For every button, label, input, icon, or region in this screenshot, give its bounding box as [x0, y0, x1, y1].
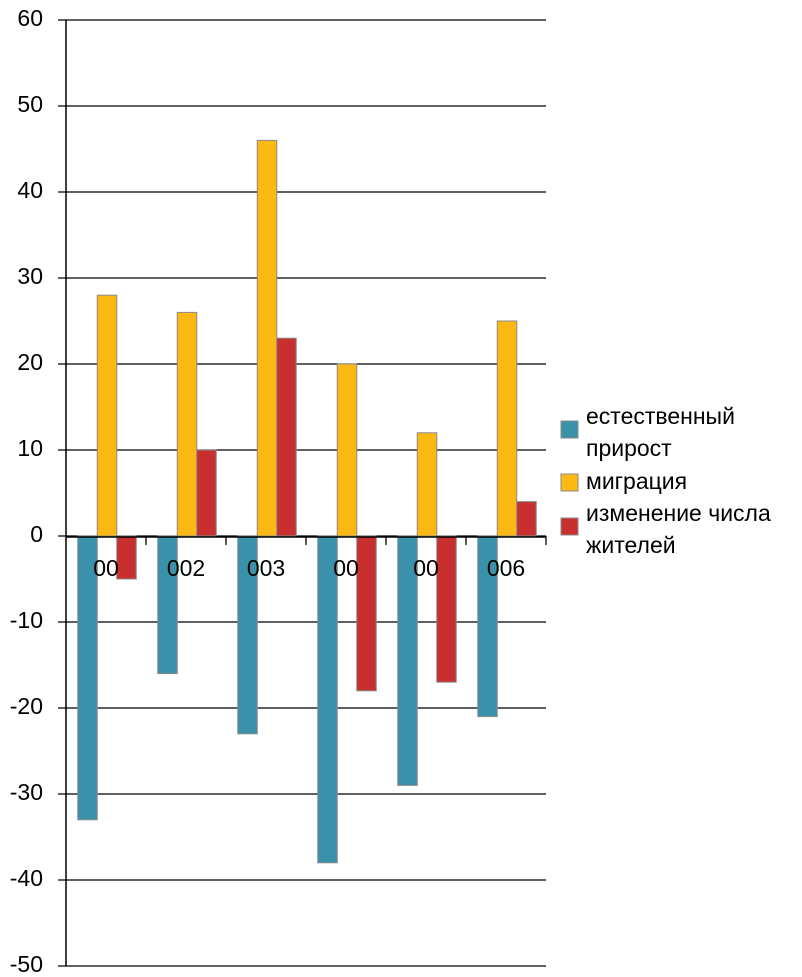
legend-label: изменение числа	[586, 500, 771, 526]
legend: естественный прирост миграция изменение чис…	[560, 403, 771, 558]
bar-3-4	[356, 535, 377, 692]
gridlines	[58, 19, 546, 967]
bar-3-2	[196, 449, 217, 537]
legend-label: естественный	[586, 403, 735, 429]
bars	[77, 139, 537, 864]
y-tick-label: 0	[30, 521, 43, 547]
y-tick-labels: 60 50 40 30 20 10 0 -10 -20 -30 -40 -50	[10, 5, 43, 977]
x-category-label: 00	[413, 555, 439, 581]
bar-2-4	[336, 363, 358, 537]
bar-2-3	[256, 139, 278, 537]
bar-1-1	[77, 535, 98, 821]
bar-1-4	[317, 535, 338, 864]
bar-2-5	[416, 432, 438, 537]
y-tick-label: -30	[10, 779, 43, 805]
y-tick-label: 40	[17, 177, 43, 203]
x-category-label: 00	[93, 555, 119, 581]
legend-label: жителей	[586, 532, 676, 558]
bar-3-3	[276, 337, 297, 537]
x-category-label: 00	[333, 555, 359, 581]
y-tick-label: 20	[17, 349, 43, 375]
y-tick-label: -50	[10, 951, 43, 977]
y-tick-label: -40	[10, 865, 43, 891]
legend-swatch	[560, 420, 579, 439]
y-tick-label: 10	[17, 435, 43, 461]
x-category-label: 003	[247, 555, 285, 581]
y-tick-label: 60	[17, 5, 43, 31]
bar-1-5	[397, 535, 418, 786]
bar-2-1	[96, 294, 118, 537]
x-category-label: 002	[167, 555, 205, 581]
x-category-labels: 00 002 003 00 00 006	[93, 555, 525, 581]
bar-3-6	[516, 501, 537, 537]
y-tick-label: 30	[17, 263, 43, 289]
bar-1-3	[237, 535, 258, 735]
bar-1-6	[477, 535, 498, 718]
y-tick-label: -20	[10, 693, 43, 719]
bar-2-2	[176, 311, 198, 537]
x-category-label: 006	[487, 555, 525, 581]
legend-swatch	[560, 473, 579, 492]
legend-swatch	[560, 517, 579, 536]
y-tick-label: 50	[17, 91, 43, 117]
bar-3-5	[436, 535, 457, 683]
bar-1-2	[157, 535, 178, 675]
legend-label: миграция	[586, 468, 687, 494]
y-tick-label: -10	[10, 607, 43, 633]
bar-2-6	[496, 320, 518, 537]
legend-label: прирост	[586, 435, 672, 461]
bar-3-1	[116, 535, 137, 580]
axes	[65, 20, 547, 966]
